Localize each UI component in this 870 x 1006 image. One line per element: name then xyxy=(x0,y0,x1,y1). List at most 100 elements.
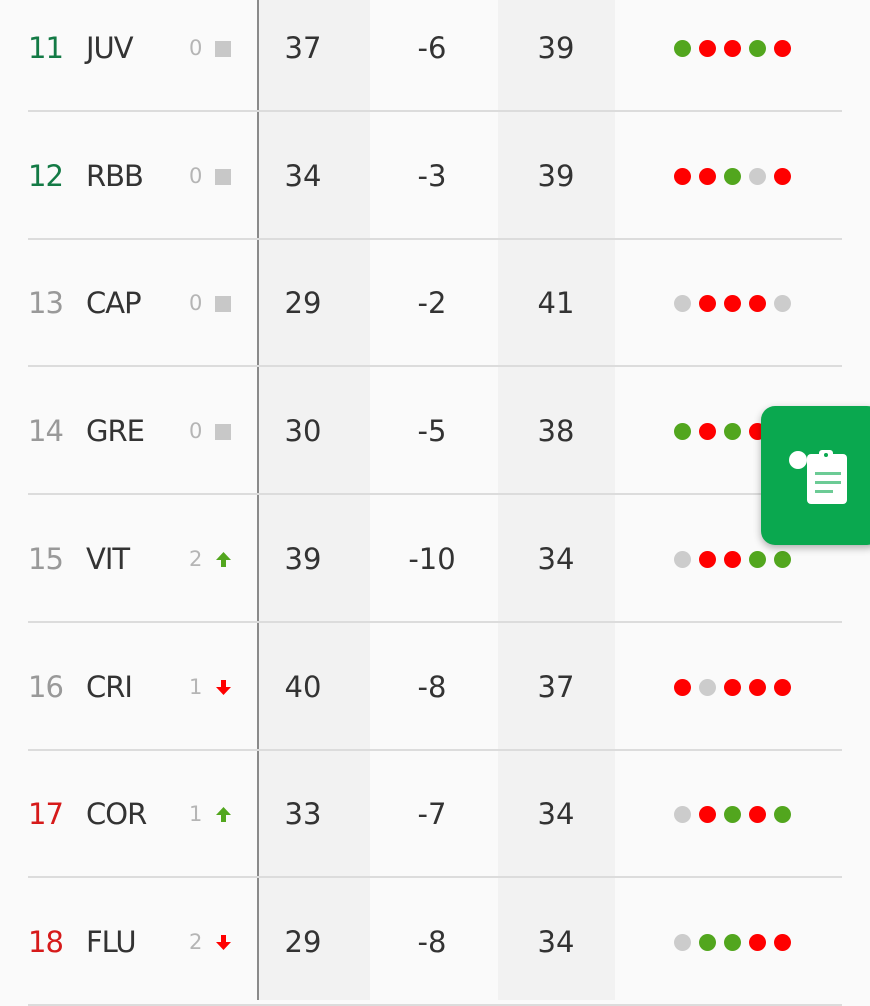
stat-1: 33 xyxy=(284,797,322,832)
stat-2: -8 xyxy=(417,669,447,704)
position-change: 2 xyxy=(189,546,203,571)
form-dot-loss xyxy=(674,167,691,185)
row-divider xyxy=(28,365,842,368)
no-change-icon xyxy=(215,168,231,185)
stat-1: 39 xyxy=(284,541,322,576)
recent-form xyxy=(674,423,766,441)
no-change-icon xyxy=(215,424,231,441)
form-dot-win xyxy=(774,550,791,568)
arrow-up-icon xyxy=(216,551,231,567)
position-change: 1 xyxy=(189,674,203,699)
position-change: 0 xyxy=(189,291,203,316)
table-row[interactable]: 14 GRE 0 30 -5 38 xyxy=(0,367,870,496)
table-row[interactable]: 11 JUV 0 37 -6 39 xyxy=(0,0,870,112)
form-dot-loss xyxy=(699,550,716,568)
recent-form xyxy=(674,933,791,951)
rank: 16 xyxy=(28,669,64,704)
recent-form xyxy=(674,550,791,568)
row-divider xyxy=(28,493,842,496)
recent-form xyxy=(674,678,791,696)
form-dot-win xyxy=(724,423,741,441)
form-dot-loss xyxy=(699,295,716,313)
form-dot-win xyxy=(724,806,741,824)
form-dot-loss xyxy=(749,678,766,696)
position-change: 0 xyxy=(189,419,203,444)
table-row[interactable]: 16 CRI 1 40 -8 37 xyxy=(0,623,870,751)
column-highlight xyxy=(259,0,370,1000)
form-dot-loss xyxy=(724,678,741,696)
column-divider xyxy=(257,0,259,1000)
team-name: CAP xyxy=(86,286,142,321)
stat-2: -2 xyxy=(417,286,447,321)
position-change: 0 xyxy=(189,36,203,60)
rank: 11 xyxy=(28,31,64,65)
team-name: GRE xyxy=(86,414,145,449)
stat-3: 39 xyxy=(537,158,575,193)
clipboard-notes-icon xyxy=(789,450,847,504)
table-row[interactable]: 17 COR 1 33 -7 34 xyxy=(0,750,870,879)
column-highlight xyxy=(498,0,615,1000)
arrow-down-icon xyxy=(216,679,231,695)
form-dot-loss xyxy=(699,806,716,824)
table-row[interactable]: 12 RBB 0 34 -3 39 xyxy=(0,112,870,240)
form-dot-draw xyxy=(699,678,716,696)
form-dot-win xyxy=(724,933,741,951)
rank: 15 xyxy=(28,541,64,576)
form-dot-draw xyxy=(774,295,791,313)
team-name: RBB xyxy=(86,158,144,193)
rank: 17 xyxy=(28,797,64,832)
team-name: COR xyxy=(86,797,147,832)
stat-2: -6 xyxy=(417,31,447,65)
rank: 13 xyxy=(28,286,64,321)
row-divider xyxy=(28,237,842,240)
form-dot-draw xyxy=(674,295,691,313)
arrow-down-icon xyxy=(216,934,231,950)
position-change: 0 xyxy=(189,163,203,188)
stat-1: 29 xyxy=(284,286,322,321)
form-dot-loss xyxy=(724,295,741,313)
form-dot-loss xyxy=(774,40,791,57)
stat-3: 41 xyxy=(537,286,575,321)
stat-3: 34 xyxy=(537,924,575,959)
table-row[interactable]: 18 FLU 2 29 -8 34 xyxy=(0,878,870,1006)
stat-3: 39 xyxy=(537,31,575,65)
stat-2: -7 xyxy=(417,797,447,832)
form-dot-loss xyxy=(724,550,741,568)
form-dot-win xyxy=(674,423,691,441)
table-row[interactable]: 15 VIT 2 39 -10 34 xyxy=(0,495,870,623)
stat-3: 34 xyxy=(537,541,575,576)
row-divider xyxy=(28,748,842,751)
position-change: 1 xyxy=(189,802,203,827)
form-dot-loss xyxy=(699,423,716,441)
form-dot-win xyxy=(674,40,691,57)
form-dot-loss xyxy=(774,933,791,951)
stat-2: -10 xyxy=(408,541,456,576)
form-dot-loss xyxy=(674,678,691,696)
rank: 14 xyxy=(28,414,64,449)
rank: 18 xyxy=(28,924,64,959)
form-dot-loss xyxy=(699,167,716,185)
form-dot-win xyxy=(699,933,716,951)
stat-3: 37 xyxy=(537,669,575,704)
row-divider xyxy=(28,876,842,879)
team-name: FLU xyxy=(86,924,137,959)
notes-floating-button[interactable] xyxy=(761,406,870,545)
stat-1: 29 xyxy=(284,924,322,959)
form-dot-win xyxy=(749,550,766,568)
arrow-up-icon xyxy=(216,807,231,823)
form-dot-draw xyxy=(674,806,691,824)
form-dot-win xyxy=(724,167,741,185)
form-dot-loss xyxy=(724,40,741,57)
form-dot-draw xyxy=(749,167,766,185)
position-change: 2 xyxy=(189,929,203,954)
stat-3: 34 xyxy=(537,797,575,832)
table-row[interactable]: 13 CAP 0 29 -2 41 xyxy=(0,239,870,368)
form-dot-draw xyxy=(674,550,691,568)
team-name: JUV xyxy=(86,31,134,65)
rank: 12 xyxy=(28,158,64,193)
recent-form xyxy=(674,806,791,824)
form-dot-loss xyxy=(774,678,791,696)
row-divider xyxy=(28,110,842,112)
stat-1: 30 xyxy=(284,414,322,449)
team-name: VIT xyxy=(86,541,130,576)
